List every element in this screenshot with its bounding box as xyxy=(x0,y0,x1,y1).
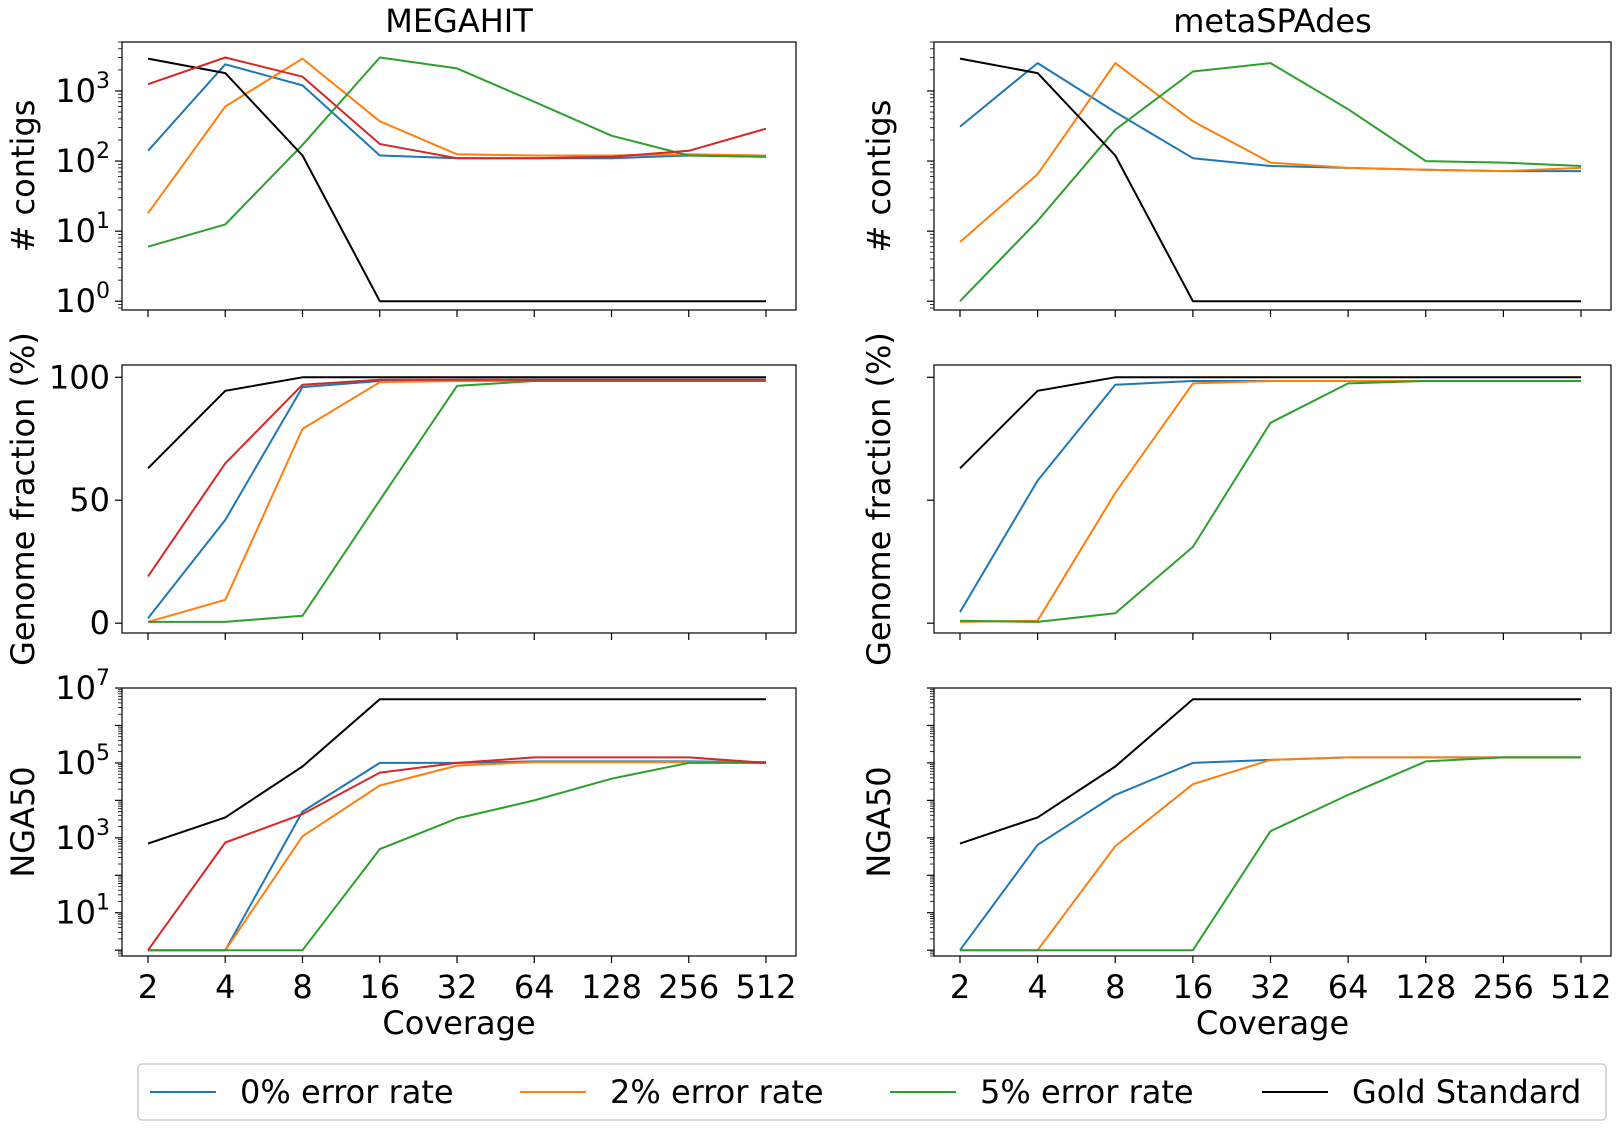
x-tick-label: 128 xyxy=(581,968,642,1006)
legend-box xyxy=(137,1063,1607,1121)
legend-entry: 5% error rate xyxy=(890,1073,1194,1111)
y-tick-label: 102 xyxy=(55,139,110,180)
series-line-5-error-rate xyxy=(960,756,1581,952)
series-line-unlabeled-red xyxy=(147,756,767,951)
y-axis-label: NGA50 xyxy=(4,766,42,877)
legend-label: 5% error rate xyxy=(980,1073,1194,1111)
panel-metaspades-genome-fraction: Genome fraction (%) xyxy=(860,332,1612,666)
series-line-5-error-rate xyxy=(148,761,766,952)
legend-entry: 2% error rate xyxy=(520,1073,824,1111)
series-line-gold-standard xyxy=(959,57,1581,303)
x-tick-label: 64 xyxy=(514,968,555,1006)
panels: 100 101 102 103 # contigs MEGAHIT # contigs met… xyxy=(4,2,1612,1042)
series-line-2-error-rate xyxy=(959,62,1582,243)
panel-metaspades-nga50: 2 4 8 16 32 64 128 256 512 NGA50 Coverage xyxy=(860,687,1612,1042)
axes-frame xyxy=(933,364,1612,634)
series-line-5-error-rate xyxy=(959,62,1582,302)
series-line-2-error-rate xyxy=(148,761,767,952)
x-tick-label: 512 xyxy=(735,968,796,1006)
axes-frame xyxy=(933,41,1612,311)
y-tick-label: 101 xyxy=(55,209,110,250)
y-tick-label: 105 xyxy=(55,741,110,782)
legend-label: 2% error rate xyxy=(610,1073,824,1111)
y-tick-label: 50 xyxy=(69,481,110,519)
axes-frame xyxy=(121,41,797,311)
y-tick-label: 101 xyxy=(55,891,110,932)
y-axis-label: # contigs xyxy=(860,100,898,253)
series-line-gold-standard xyxy=(147,376,766,470)
series-line-gold-standard xyxy=(959,376,1581,470)
series-line-gold-standard xyxy=(147,698,766,845)
series-line-unlabeled-red xyxy=(147,378,766,577)
legend-label: Gold Standard xyxy=(1352,1073,1581,1111)
y-tick-label: 103 xyxy=(55,69,110,110)
x-axis-label: Coverage xyxy=(1196,1004,1349,1042)
y-tick-label: 100 xyxy=(55,279,110,320)
x-tick-label: 32 xyxy=(1250,968,1291,1006)
x-tick-label: 32 xyxy=(437,968,478,1006)
x-axis-label: Coverage xyxy=(382,1004,535,1042)
y-tick-label: 100 xyxy=(49,358,110,396)
series-line-2-error-rate xyxy=(147,57,767,214)
legend-entry: Gold Standard xyxy=(1262,1073,1581,1111)
x-tick-label: 2 xyxy=(950,968,970,1006)
x-tick-label: 128 xyxy=(1395,968,1456,1006)
x-tick-label: 4 xyxy=(1027,968,1047,1006)
x-tick-label: 512 xyxy=(1550,968,1611,1006)
x-tick-label: 16 xyxy=(359,968,400,1006)
axes-frame xyxy=(121,687,797,957)
y-tick-label: 103 xyxy=(55,816,110,857)
y-axis-label: NGA50 xyxy=(860,766,898,877)
axes-frame xyxy=(121,364,797,634)
series-line-5-error-rate xyxy=(148,380,766,623)
series-line-5-error-rate xyxy=(959,380,1581,623)
axes-frame xyxy=(933,687,1612,957)
y-axis-label: # contigs xyxy=(4,100,42,253)
x-tick-label: 8 xyxy=(1105,968,1125,1006)
y-axis-label: Genome fraction (%) xyxy=(860,332,898,666)
series-line-gold-standard xyxy=(959,698,1581,845)
x-tick-label: 4 xyxy=(215,968,235,1006)
y-axis-label: Genome fraction (%) xyxy=(4,332,42,666)
panel-title: metaSPAdes xyxy=(1173,2,1372,40)
x-tick-label: 256 xyxy=(658,968,719,1006)
panel-megahit-nga50: 2 4 8 16 32 64 128 256 512 101 103 105 107 NGA50 Cover… xyxy=(4,666,797,1042)
legend-entry: 0% error rate xyxy=(150,1073,454,1111)
series-line-gold-standard xyxy=(147,57,766,303)
y-tick-label: 107 xyxy=(55,666,110,707)
series-line-unlabeled-red xyxy=(147,56,767,160)
x-tick-label: 256 xyxy=(1473,968,1534,1006)
legend: 0% error rate 2% error rate 5% error rate G… xyxy=(137,1063,1607,1121)
panel-metaspades-contigs: # contigs metaSPAdes xyxy=(860,2,1612,317)
series-line-2-error-rate xyxy=(960,756,1581,952)
panel-megahit-contigs: 100 101 102 103 # contigs MEGAHIT xyxy=(4,2,797,320)
x-tick-label: 16 xyxy=(1173,968,1214,1006)
y-tick-label: 0 xyxy=(90,604,110,642)
series-line-5-error-rate xyxy=(147,56,767,248)
x-tick-label: 8 xyxy=(292,968,312,1006)
x-tick-label: 64 xyxy=(1328,968,1369,1006)
legend-label: 0% error rate xyxy=(240,1073,454,1111)
x-tick-label: 2 xyxy=(138,968,158,1006)
panel-title: MEGAHIT xyxy=(385,2,533,40)
